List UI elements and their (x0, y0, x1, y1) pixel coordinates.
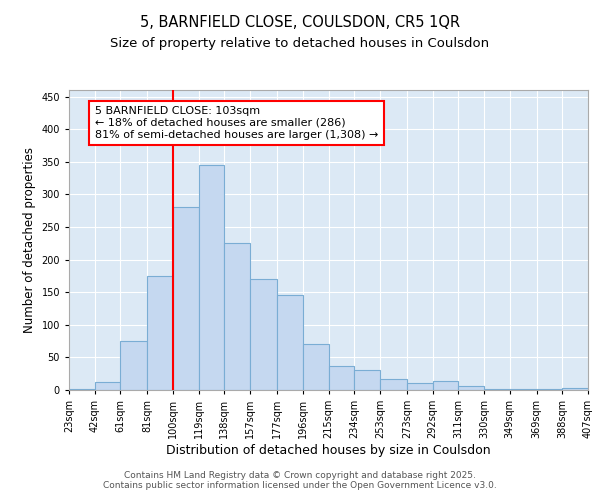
Bar (121, 341, 148, 390)
Bar (329, 366, 354, 390)
Text: 5, BARNFIELD CLOSE, COULSDON, CR5 1QR: 5, BARNFIELD CLOSE, COULSDON, CR5 1QR (140, 15, 460, 30)
Bar (407, 383, 433, 390)
Bar (199, 165, 224, 390)
Text: Contains HM Land Registry data © Crown copyright and database right 2025.
Contai: Contains HM Land Registry data © Crown c… (103, 470, 497, 490)
Bar (95, 382, 121, 390)
Bar (69, 388, 95, 390)
Bar (148, 276, 173, 390)
Text: 5 BARNFIELD CLOSE: 103sqm
← 18% of detached houses are smaller (286)
81% of semi: 5 BARNFIELD CLOSE: 103sqm ← 18% of detac… (95, 106, 378, 140)
Bar (303, 344, 329, 390)
Bar (433, 381, 458, 390)
Bar (562, 388, 588, 390)
Text: Size of property relative to detached houses in Coulsdon: Size of property relative to detached ho… (110, 38, 490, 51)
Bar (250, 279, 277, 390)
Bar (458, 386, 484, 390)
Bar (380, 379, 407, 390)
Y-axis label: Number of detached properties: Number of detached properties (23, 147, 36, 333)
Bar (224, 244, 250, 390)
X-axis label: Distribution of detached houses by size in Coulsdon: Distribution of detached houses by size … (166, 444, 491, 457)
Bar (277, 296, 303, 390)
Bar (354, 370, 380, 390)
Bar (173, 208, 199, 390)
